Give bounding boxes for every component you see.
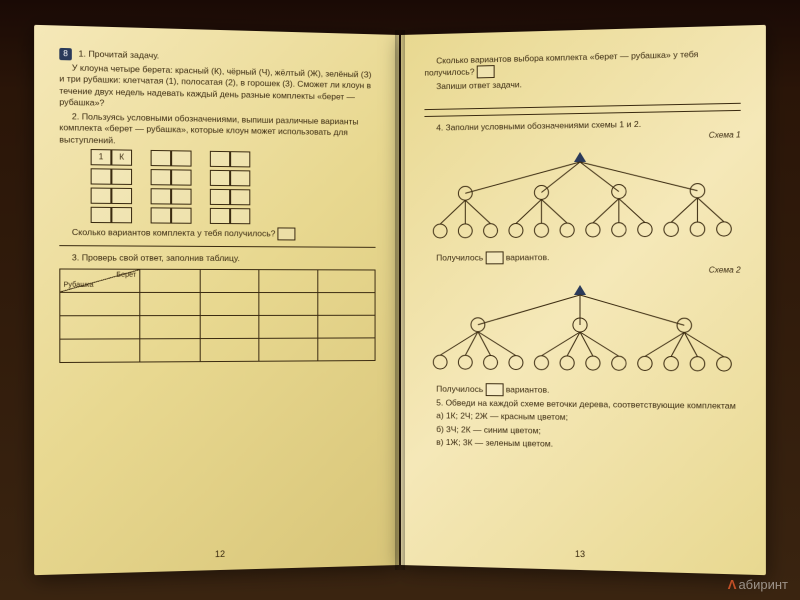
combination-grid: 1К [59, 149, 375, 226]
cell[interactable] [210, 151, 230, 167]
cell[interactable] [171, 151, 191, 167]
cell[interactable] [91, 207, 112, 223]
cell[interactable] [111, 207, 132, 223]
task5-body: 5. Обведи на каждой схеме веточки дерева… [424, 397, 740, 412]
grid-row [91, 188, 376, 207]
table-cell[interactable] [60, 339, 140, 363]
cell[interactable] [91, 169, 112, 185]
table-cell[interactable] [200, 292, 259, 315]
page-number: 12 [34, 543, 399, 565]
table-cell[interactable] [140, 269, 200, 292]
diagonal-header: Берет Рубашка [60, 269, 140, 292]
table-cell[interactable] [259, 269, 317, 292]
cell[interactable] [210, 208, 230, 224]
separator [59, 245, 375, 248]
page-left: 8 1. Прочитай задачу. У клоуна четыре бе… [34, 25, 399, 575]
table-cell[interactable] [317, 338, 375, 361]
table-cell[interactable] [60, 315, 140, 339]
grid-row: 1К [91, 149, 376, 169]
cell[interactable] [230, 208, 250, 224]
table-cell[interactable] [60, 292, 140, 315]
cell[interactable] [151, 208, 172, 224]
table-cell[interactable] [200, 338, 259, 361]
schema-2-label: Схема 2 [424, 266, 740, 278]
cell[interactable] [151, 150, 172, 166]
result-pre: Получилось [436, 252, 483, 262]
task1-body: У клоуна четыре берета: красный (К), чёр… [59, 62, 375, 115]
table-cell[interactable] [140, 292, 200, 315]
grid-row [91, 169, 376, 189]
result-post: вариантов. [506, 252, 550, 262]
exercise-badge: 8 [59, 48, 72, 61]
q1-text: Сколько вариантов выбора комплекта «бере… [424, 49, 698, 78]
cell[interactable]: 1 [91, 149, 112, 165]
cell[interactable] [111, 169, 132, 185]
table-cell[interactable] [317, 292, 375, 315]
cell[interactable]: К [111, 150, 132, 166]
cell[interactable] [151, 169, 172, 185]
cell[interactable] [210, 189, 230, 205]
header-left: Рубашка [63, 281, 93, 291]
result-1: Получилось вариантов. [424, 250, 740, 264]
answer-box[interactable] [486, 252, 504, 265]
variants-text: Сколько вариантов комплекта у тебя получ… [72, 227, 276, 238]
cell[interactable] [171, 208, 191, 224]
task2-body: 2. Пользуясь условными обозначениями, вы… [59, 111, 375, 151]
tree-diagram-2 [424, 283, 740, 380]
table-cell[interactable] [259, 292, 317, 315]
separator [424, 110, 740, 117]
answer-line[interactable] [424, 91, 740, 111]
answer-box[interactable] [278, 228, 296, 241]
watermark: абиринт [728, 577, 788, 592]
cell[interactable] [230, 170, 250, 186]
table-cell[interactable] [140, 315, 200, 338]
table-cell[interactable] [317, 270, 375, 293]
table-cell[interactable] [200, 269, 259, 292]
check-table: Берет Рубашка [59, 268, 375, 363]
option-c: в) 1Ж; 3К — зеленым цветом. [424, 437, 740, 453]
grid-row [91, 207, 376, 225]
task3-body: 3. Проверь свой ответ, заполнив таблицу. [59, 253, 375, 266]
result-2: Получилось вариантов. [424, 383, 740, 399]
tree-diagram-1 [424, 148, 740, 246]
task1-label: 1. Прочитай задачу. [79, 48, 160, 60]
page-number: 13 [401, 543, 766, 565]
cell[interactable] [91, 188, 112, 204]
header-top: Берет [116, 270, 136, 280]
cell[interactable] [230, 189, 250, 205]
table-cell[interactable] [200, 315, 259, 338]
answer-box[interactable] [486, 383, 504, 396]
result-post: вариантов. [506, 384, 550, 394]
table-cell[interactable] [259, 315, 317, 338]
table-cell[interactable] [317, 315, 375, 338]
cell[interactable] [210, 170, 230, 186]
cell[interactable] [151, 188, 172, 204]
cell[interactable] [111, 188, 132, 204]
cell[interactable] [171, 189, 191, 205]
answer-box[interactable] [477, 66, 495, 79]
cell[interactable] [171, 170, 191, 186]
result-pre: Получилось [436, 383, 483, 393]
table-cell[interactable] [259, 338, 317, 361]
variants-question: Сколько вариантов комплекта у тебя получ… [59, 226, 375, 241]
page-right: Сколько вариантов выбора комплекта «бере… [401, 25, 766, 575]
cell[interactable] [230, 151, 250, 167]
table-cell[interactable] [140, 338, 200, 361]
book-spine [395, 30, 405, 570]
